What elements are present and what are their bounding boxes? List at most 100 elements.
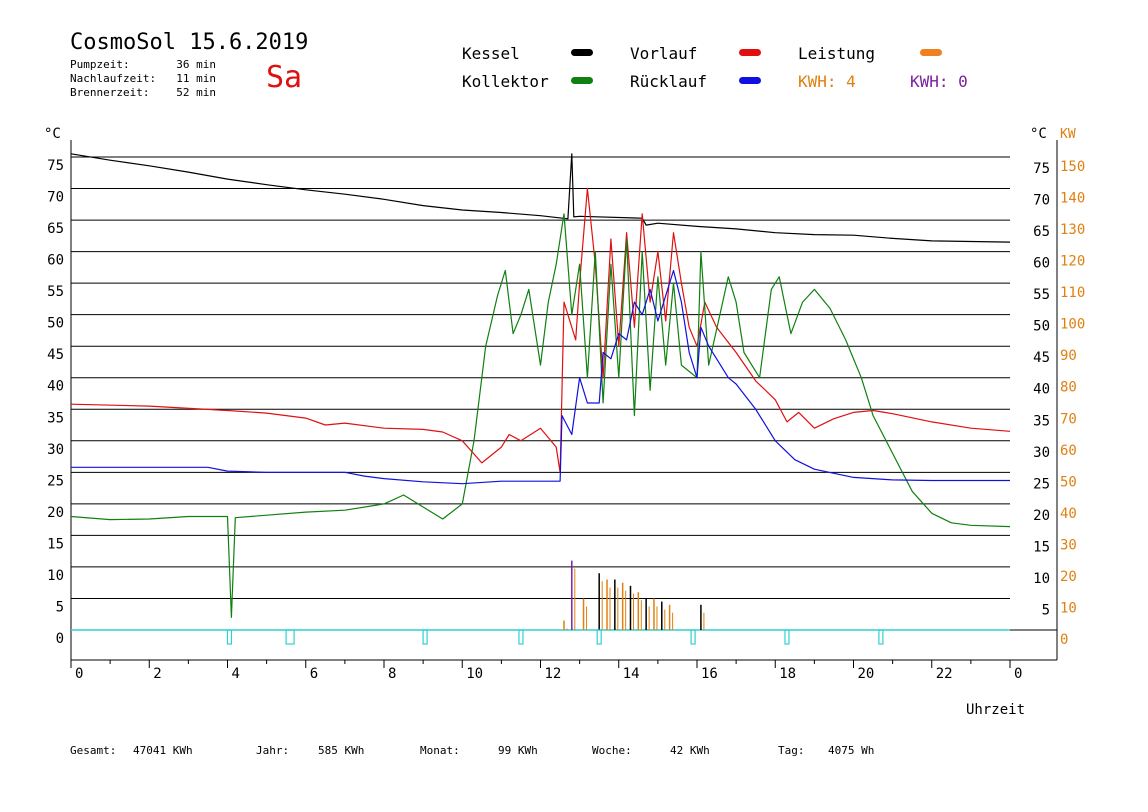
y-tick-left: 35 (47, 410, 64, 426)
y-tick-left: 20 (47, 505, 64, 521)
total-monat-label: Monat: (420, 744, 460, 757)
weekday-label: Sa (266, 60, 303, 95)
total-jahr-value: 585 KWh (318, 744, 365, 757)
y-tick-left: 60 (47, 253, 64, 269)
kw-tick: 70 (1060, 411, 1077, 427)
y-tick-left: 5 (56, 599, 64, 615)
total-woche-value: 42 KWh (670, 744, 710, 757)
kollektor-line (70, 213, 1011, 619)
kessel-line (70, 153, 1011, 243)
x-tick-label: 18 (779, 666, 796, 682)
total-monat-value: 99 KWh (498, 744, 538, 757)
legend-kwh-solar: KWH: 4 (798, 72, 856, 91)
ruecklauf-line (71, 269, 1010, 485)
y-tick-left: 50 (47, 316, 64, 332)
y-tick-left: 40 (47, 379, 64, 395)
kw-tick: 150 (1060, 159, 1085, 175)
pump-marker (596, 629, 602, 645)
x-tick-label: 10 (466, 666, 483, 682)
x-tick-label: 2 (153, 666, 161, 682)
y-tick-right: 15 (1033, 539, 1050, 555)
y-tick-left: 0 (56, 631, 64, 647)
legend-kwh-burner: KWH: 0 (910, 72, 968, 91)
pump-marker (518, 629, 524, 645)
kw-tick: 120 (1060, 254, 1085, 270)
y-axis-unit-right: °C (1030, 126, 1047, 142)
y-tick-left: 75 (47, 158, 64, 174)
y-tick-right: 60 (1033, 256, 1050, 272)
pump-marker (784, 629, 790, 645)
chart-title: CosmoSol 15.6.2019 (70, 30, 309, 55)
temperature-chart: 0510152025303540455055606570755101520253… (44, 126, 1085, 718)
kw-tick: 140 (1060, 191, 1085, 207)
y-tick-left: 30 (47, 442, 64, 458)
total-tag-value: 4075 Wh (828, 744, 875, 757)
y-tick-right: 65 (1033, 224, 1050, 240)
chart-grid (70, 140, 1058, 661)
chart-series (70, 153, 1057, 631)
y-tick-right: 50 (1033, 319, 1050, 335)
legend-kollektor-swatch (571, 77, 593, 84)
legend-vorlauf-swatch (739, 49, 761, 56)
pumpzeit-value: 36 min (176, 58, 216, 71)
kw-tick: 50 (1060, 474, 1077, 490)
y-tick-left: 10 (47, 568, 64, 584)
y-tick-left: 65 (47, 221, 64, 237)
legend-leistung-swatch (920, 49, 942, 56)
y-tick-left: 70 (47, 190, 64, 206)
pumpzeit-label: Pumpzeit: (70, 58, 130, 71)
y-axis-unit-left: °C (44, 126, 61, 142)
y-tick-right: 20 (1033, 508, 1050, 524)
y-tick-right: 75 (1033, 161, 1050, 177)
x-tick-label: 0 (1014, 666, 1022, 682)
y-tick-right: 55 (1033, 287, 1050, 303)
y-tick-right: 35 (1033, 413, 1050, 429)
x-tick-label: 22 (936, 666, 953, 682)
kw-tick: 80 (1060, 380, 1077, 396)
legend-vorlauf-label: Vorlauf (630, 44, 698, 63)
pump-marker (422, 629, 428, 645)
x-tick-label: 4 (232, 666, 240, 682)
kw-tick: 100 (1060, 317, 1085, 333)
brennerzeit-label: Brennerzeit: (70, 86, 150, 99)
x-tick-label: 8 (388, 666, 396, 682)
y-tick-right: 40 (1033, 382, 1050, 398)
kw-tick: 130 (1060, 222, 1085, 238)
y-tick-right: 30 (1033, 445, 1050, 461)
legend-ruecklauf-swatch (739, 77, 761, 84)
leistung-bars (563, 560, 705, 630)
pump-marker (878, 629, 884, 645)
nachlaufzeit-label: Nachlaufzeit: (70, 72, 157, 85)
brennerzeit-value: 52 min (176, 86, 216, 99)
kw-tick: 60 (1060, 443, 1077, 459)
kw-tick: 30 (1060, 537, 1077, 553)
y-tick-right: 45 (1033, 350, 1050, 366)
total-tag-label: Tag: (778, 744, 805, 757)
kw-tick: 110 (1060, 285, 1085, 301)
legend-ruecklauf-label: Rücklauf (630, 72, 708, 91)
pump-marker (690, 629, 696, 645)
total-gesamt-value: 47041 KWh (133, 744, 193, 757)
pump-markers (226, 629, 884, 645)
pump-marker (226, 629, 233, 645)
total-gesamt-label: Gesamt: (70, 744, 117, 757)
y-tick-left: 55 (47, 284, 64, 300)
kw-tick: 20 (1060, 569, 1077, 585)
kw-tick: 0 (1060, 632, 1068, 648)
y-tick-right: 10 (1033, 571, 1050, 587)
x-tick-label: 6 (310, 666, 318, 682)
total-woche-label: Woche: (592, 744, 632, 757)
legend-leistung-label: Leistung (798, 44, 876, 63)
kw-tick: 10 (1060, 600, 1077, 616)
legend-kollektor-label: Kollektor (462, 72, 549, 91)
total-jahr-label: Jahr: (256, 744, 290, 757)
legend-kessel-swatch (571, 49, 593, 56)
legend-kessel-label: Kessel (462, 44, 520, 63)
y-tick-left: 45 (47, 347, 64, 363)
x-axis-label: Uhrzeit (966, 702, 1025, 718)
nachlaufzeit-value: 11 min (176, 72, 216, 85)
x-tick-label: 16 (701, 666, 718, 682)
y-tick-right: 5 (1042, 602, 1050, 618)
x-tick-label: 0 (75, 666, 83, 682)
vorlauf-line (70, 187, 1011, 473)
